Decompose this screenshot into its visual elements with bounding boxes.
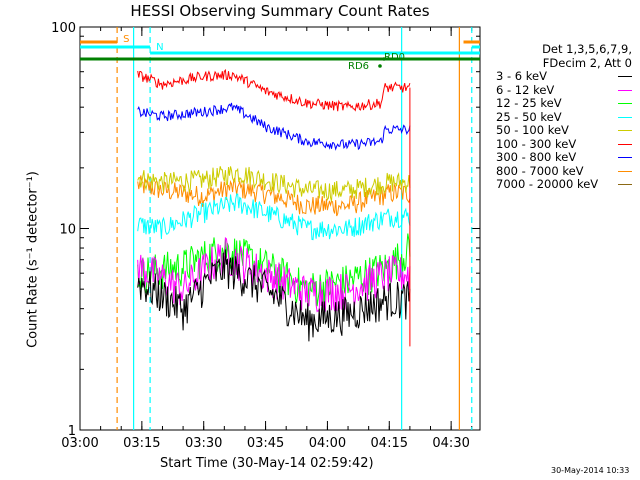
x-tick-label: 04:00 [309, 436, 346, 451]
series-line-50-100-kev [137, 166, 411, 202]
annotation-s-label: S [123, 34, 129, 45]
legend-swatch [618, 76, 632, 78]
x-tick-label: 03:45 [247, 436, 284, 451]
legend-entry-label: 100 - 300 keV [496, 136, 577, 151]
x-tick-label: 04:30 [432, 436, 469, 451]
legend-swatch [618, 103, 632, 105]
y-tick-label: 100 [51, 21, 76, 36]
chart-legend: Det 1,3,5,6,7,9, FDecim 2, Att 0 3 - 6 k… [496, 42, 632, 192]
legend-entry: 12 - 25 keV [496, 96, 632, 111]
legend-entry: 25 - 50 keV [496, 109, 632, 125]
rd6-marker [378, 64, 382, 68]
series-line-6-12-kev [137, 236, 411, 313]
legend-swatch [618, 184, 632, 186]
legend-entry: 300 - 800 keV [496, 150, 632, 165]
legend-entry-label: 50 - 100 keV [496, 123, 569, 137]
legend-swatch [618, 130, 632, 132]
y-tick-label: 1 [68, 424, 76, 439]
legend-entry: 7000 - 20000 keV [496, 177, 632, 192]
series-line-300-800-kev [137, 102, 411, 151]
x-axis-label: Start Time (30-May-14 02:59:42) [160, 456, 374, 471]
x-tick-label: 04:15 [371, 436, 408, 451]
y-axis-label: Count Rate (s⁻¹ detector⁻¹) [25, 171, 41, 348]
legend-header-line-2: FDecim 2, Att 0 [542, 56, 632, 70]
legend-entry: 50 - 100 keV [496, 123, 632, 138]
rd0-marker [382, 57, 386, 61]
legend-swatch [618, 170, 632, 172]
legend-swatch [618, 116, 632, 118]
series-line-25-50-kev [137, 193, 411, 241]
legend-entry-label: 25 - 50 keV [496, 109, 562, 124]
y-tick-label: 10 [59, 223, 76, 238]
x-tick-label: 03:15 [123, 436, 160, 451]
legend-entry-label: 7000 - 20000 keV [496, 177, 599, 191]
x-tick-label: 03:00 [61, 436, 98, 451]
x-tick-label: 03:30 [185, 436, 222, 451]
legend-entry: 100 - 300 keV [496, 136, 632, 152]
chart-title: HESSI Observing Summary Count Rates [130, 2, 430, 20]
plot-frame [79, 26, 481, 431]
legend-entry-label: 300 - 800 keV [496, 150, 577, 164]
legend-swatch [618, 143, 632, 145]
legend-entry-label: 6 - 12 keV [496, 82, 555, 97]
generation-timestamp: 30-May-2014 10:33 [551, 466, 630, 475]
legend-entry: 6 - 12 keV [496, 82, 632, 98]
series-line-100-300-kev [137, 68, 411, 112]
legend-header-line-1: Det 1,3,5,6,7,9, [542, 42, 632, 56]
legend-entry: 800 - 7000 keV [496, 163, 632, 179]
legend-entry-label: 12 - 25 keV [496, 96, 562, 110]
series-line-3-6-kev [137, 249, 411, 342]
legend-entry-label: 3 - 6 keV [496, 69, 547, 83]
legend-swatch [618, 157, 632, 159]
legend-entry-label: 800 - 7000 keV [496, 163, 584, 178]
legend-entry: 3 - 6 keV [496, 69, 632, 84]
annotation-n-label: N [156, 42, 163, 53]
annotation-rd0-label: RD0 [384, 52, 405, 63]
legend-swatch [618, 89, 632, 91]
series-line-800-7000-kev [137, 175, 411, 217]
annotation-rd6-label: RD6 [348, 61, 369, 72]
